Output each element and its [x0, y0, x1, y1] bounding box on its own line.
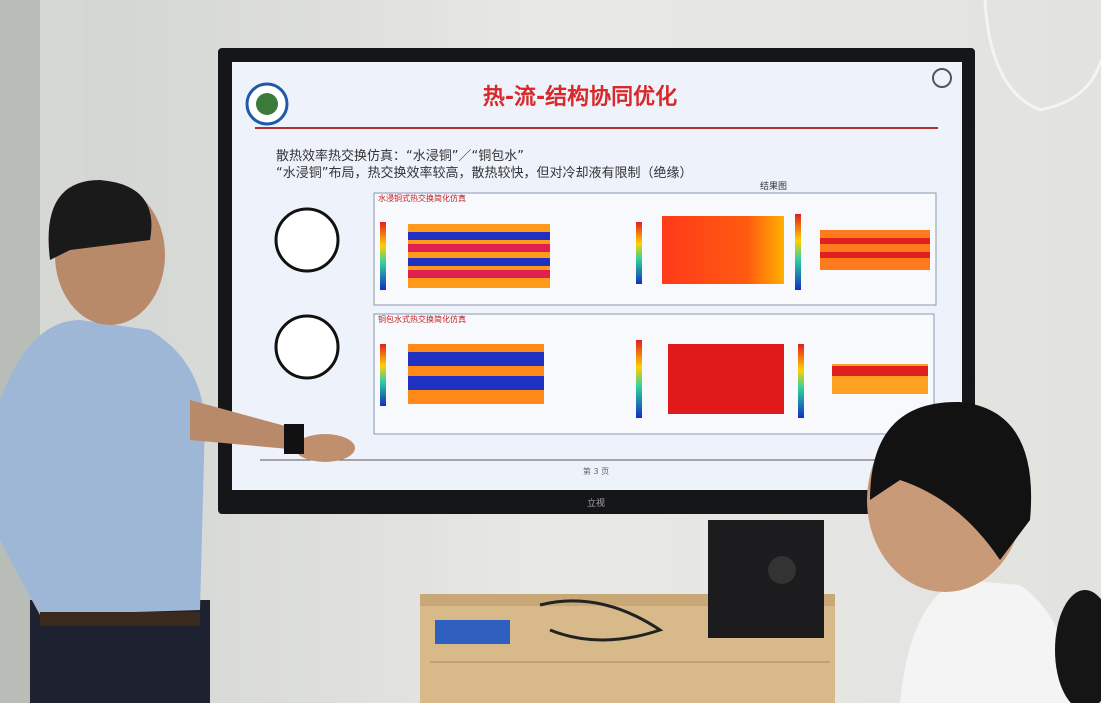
- results-label: 结果图: [760, 180, 787, 192]
- hair: [870, 401, 1032, 560]
- hand: [295, 434, 355, 462]
- cross-section: [274, 207, 340, 273]
- speaker-driver: [768, 556, 796, 584]
- belt: [40, 612, 200, 626]
- hair: [48, 180, 152, 260]
- panel-title: 铜包水式热交换简化仿真: [378, 314, 466, 324]
- colorbar: [380, 344, 386, 406]
- cable: [983, 0, 1101, 112]
- stripes: [408, 344, 544, 404]
- panel-title: 水浸铜式热交换简化仿真: [378, 193, 466, 203]
- arm: [190, 400, 300, 450]
- logo-inner: [256, 93, 278, 115]
- colorbar: [380, 222, 386, 290]
- icon: [932, 68, 952, 88]
- slide-title: 热-流-结构协同优化: [483, 84, 677, 110]
- speaker: [708, 520, 824, 638]
- head: [1055, 590, 1101, 703]
- watch: [284, 424, 304, 454]
- colorbar: [795, 214, 801, 290]
- colorbar: [798, 344, 804, 418]
- slide-text: 散热效率热交换仿真：“水浸铜”／“铜包水”: [276, 148, 524, 164]
- slide-text: “水浸铜”布局，热交换效率较高，散热较快，但对冷却液有限制（绝缘）: [276, 165, 692, 181]
- stripes: [820, 230, 930, 270]
- heatmap: [668, 344, 784, 414]
- cross-section: [274, 314, 340, 380]
- stripes: [832, 364, 928, 394]
- heatmap: [662, 216, 784, 284]
- page-number: 第 3 页: [583, 466, 609, 476]
- cloth: [435, 620, 510, 644]
- tv-brand: 立视: [587, 497, 605, 509]
- shirt: [0, 320, 205, 615]
- cables: [539, 599, 664, 642]
- colorbar: [636, 340, 642, 418]
- colorbar: [636, 222, 642, 284]
- stripes: [408, 224, 550, 288]
- tshirt: [900, 580, 1075, 703]
